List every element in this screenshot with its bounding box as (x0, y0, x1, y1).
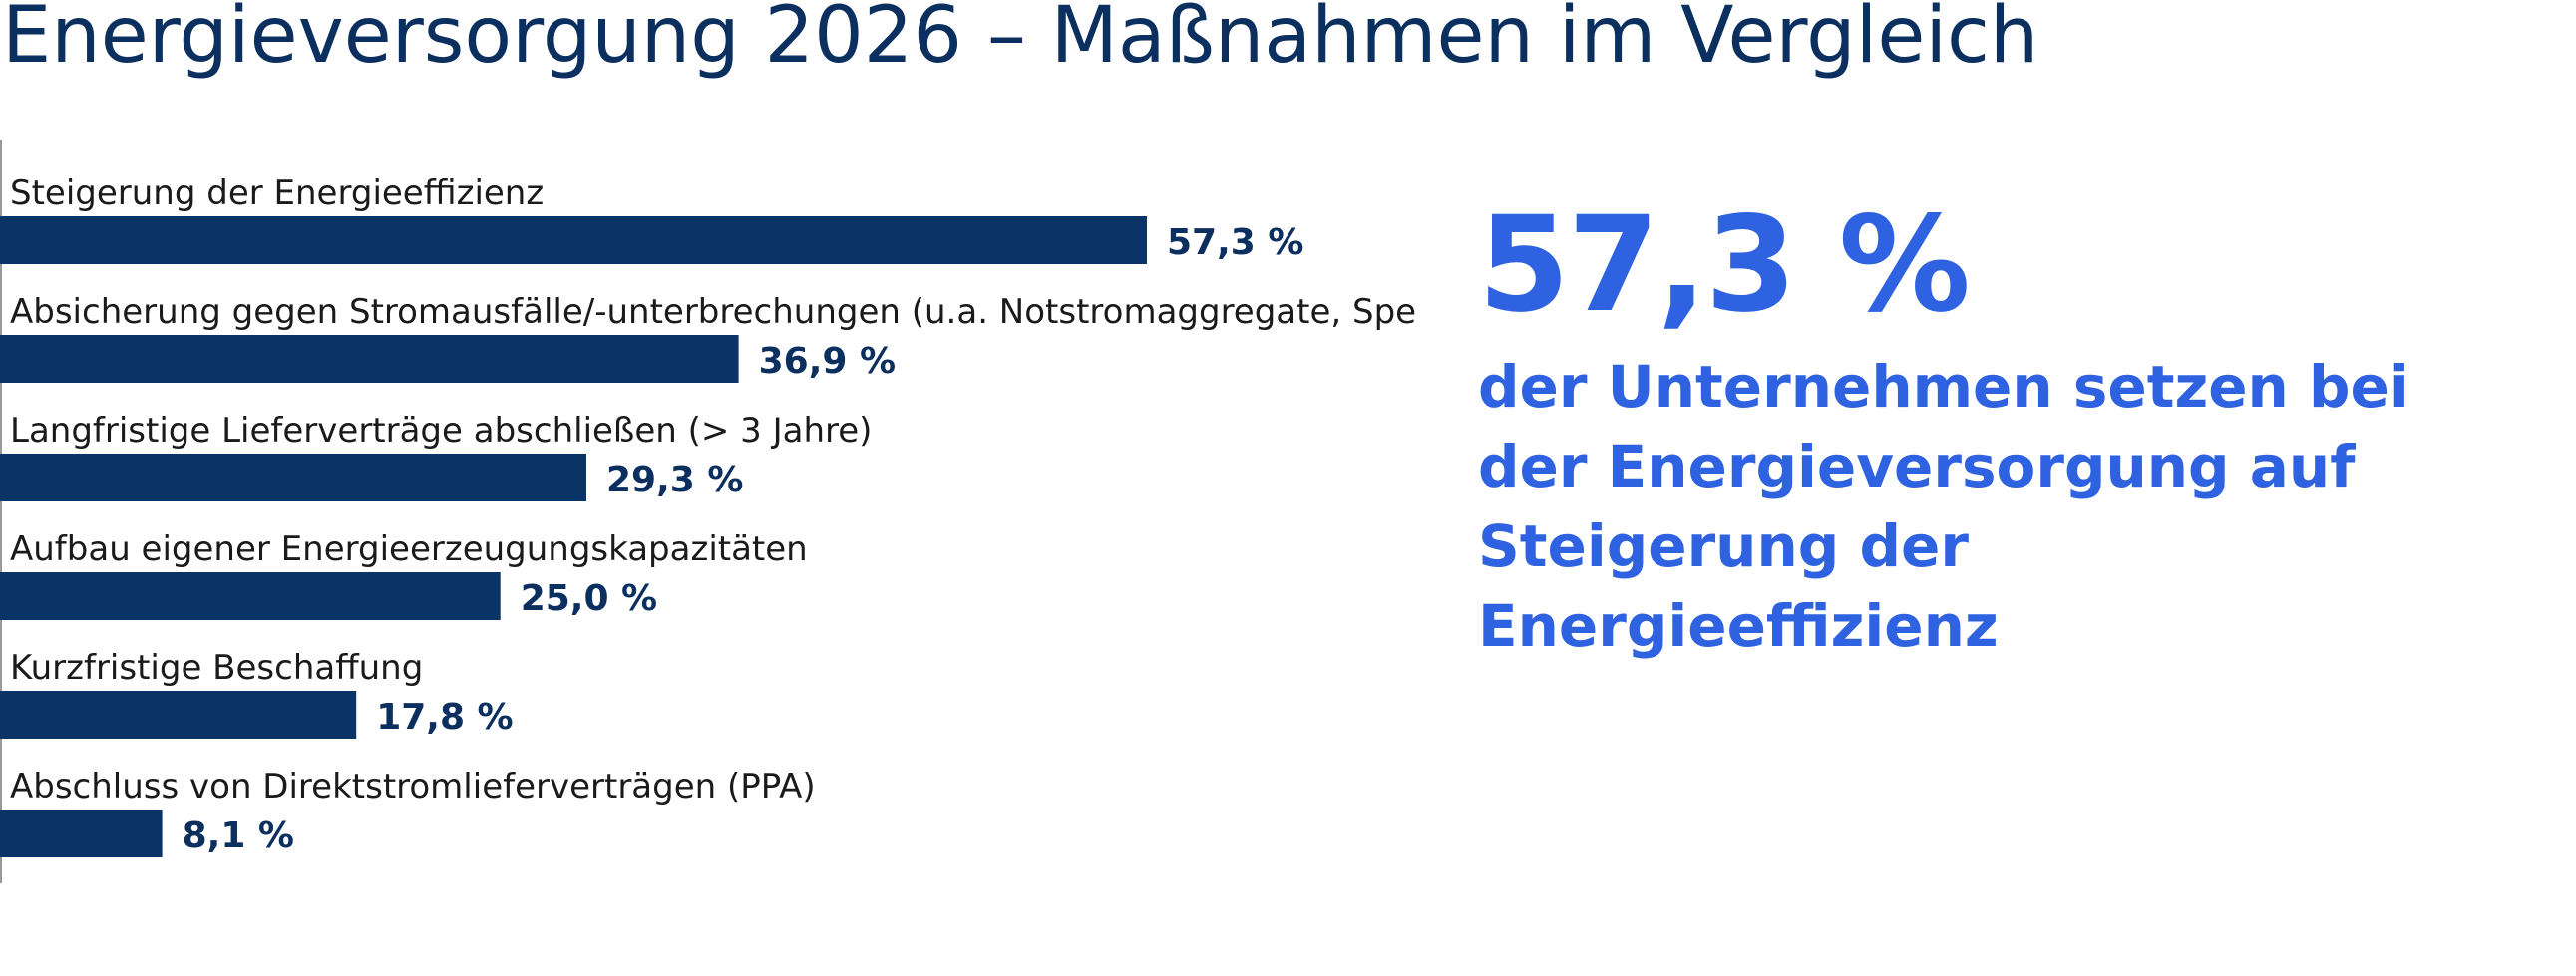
bar (0, 335, 739, 383)
bar (0, 572, 501, 620)
category-label: Kurzfristige Beschaffung (10, 648, 423, 688)
bar (0, 810, 163, 857)
category-label: Langfristige Lieferverträge abschließen … (10, 411, 872, 451)
bar (0, 691, 357, 739)
category-label: Aufbau eigener Energieerzeugungskapazitä… (10, 529, 808, 569)
value-label: 25,0 % (521, 578, 657, 619)
highlight-value: 57,3 % (1478, 188, 1971, 342)
highlight-text: der Unternehmen setzen bei der Energieve… (1478, 353, 2409, 660)
bar-chart: Steigerung der Energieeffizienz 57,3 % Abs… (0, 173, 1416, 857)
value-label: 29,3 % (606, 460, 743, 500)
category-label: Steigerung der Energieeffizienz (10, 173, 544, 213)
highlight-callout: 57,3 % der Unternehmen setzen bei der En… (1478, 199, 2535, 666)
value-label: 17,8 % (376, 697, 513, 738)
value-label: 36,9 % (759, 341, 896, 382)
y-axis-line (0, 140, 2, 883)
chart-title: Energieversorgung 2026 – Maßnahmen im Ve… (2, 0, 2039, 81)
bar (0, 454, 586, 501)
category-label: Abschluss von Direktstromlieferverträgen… (10, 767, 816, 807)
bar (0, 216, 1147, 264)
value-label: 8,1 % (183, 815, 294, 856)
value-label: 57,3 % (1167, 222, 1303, 263)
category-label: Absicherung gegen Stromausfälle/-unterbr… (10, 292, 1416, 332)
